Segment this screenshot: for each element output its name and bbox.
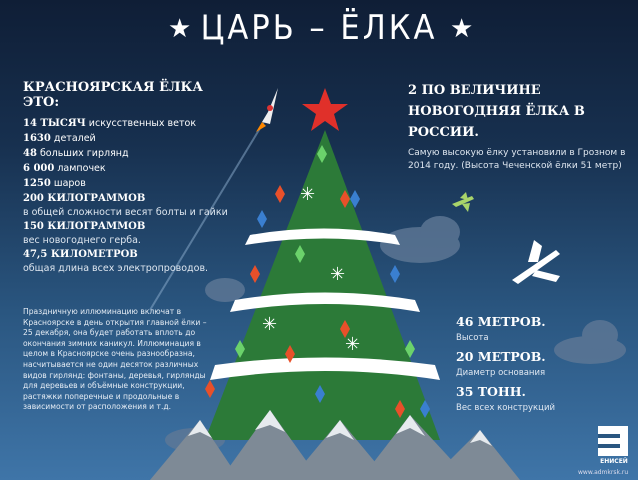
stat-weight: 35 ТОНН. Вес всех конструкций bbox=[456, 384, 555, 413]
facts-section: КРАСНОЯРСКАЯ ЁЛКА ЭТО: 14 ТЫСЯЧ искусств… bbox=[23, 80, 243, 275]
ranking-heading-line1: 2 ПО ВЕЛИЧИНЕ bbox=[408, 83, 541, 98]
rocket-trail bbox=[149, 119, 266, 311]
facts-heading: КРАСНОЯРСКАЯ ЁЛКА ЭТО: bbox=[23, 80, 203, 110]
illumination-note: Праздничную иллюминацию включат в Красно… bbox=[23, 307, 207, 412]
svg-text:✳: ✳ bbox=[345, 334, 360, 355]
fact-item: 14 ТЫСЯЧ искусственных веток bbox=[23, 118, 197, 129]
site-link[interactable]: www.admkrsk.ru bbox=[578, 469, 629, 476]
svg-text:✳: ✳ bbox=[330, 264, 345, 285]
yenisei-logo bbox=[598, 426, 628, 456]
logo-name: ЕНИСЕЙ bbox=[600, 458, 628, 465]
page-title: ЦАРЬ – ЁЛКА bbox=[200, 8, 438, 48]
svg-text:✳: ✳ bbox=[300, 184, 315, 205]
star-icon: ★ bbox=[168, 14, 192, 44]
fact-item: 1630 деталей bbox=[23, 133, 96, 144]
ranking-text: Самую высокую ёлку установили в Грозном … bbox=[408, 148, 626, 171]
airplane-icon bbox=[512, 240, 560, 284]
stats-section: 46 МЕТРОВ. Высота 20 МЕТРОВ. Диаметр основ… bbox=[456, 314, 555, 419]
svg-text:✳: ✳ bbox=[262, 314, 277, 335]
fact-item: 1250 шаров bbox=[23, 178, 86, 189]
mountain-snow bbox=[188, 410, 492, 446]
fact-item: 200 КИЛОГРАММОВ в общей сложности весят б… bbox=[23, 193, 228, 218]
fact-item: 47,5 КИЛОМЕТРОВ общая длина всех электроп… bbox=[23, 249, 209, 274]
fact-item: 48 больших гирлянд bbox=[23, 148, 129, 159]
tree: ✳ ✳ ✳ ✳ bbox=[205, 130, 440, 440]
stat-height: 46 МЕТРОВ. Высота bbox=[456, 314, 546, 343]
star-icon: ★ bbox=[450, 14, 474, 44]
ranking-heading-line2: НОВОГОДНЯЯ ЁЛКА В РОССИИ. bbox=[408, 104, 585, 140]
star-topper-icon bbox=[302, 88, 348, 131]
ranking-section: 2 ПО ВЕЛИЧИНЕ НОВОГОДНЯЯ ЁЛКА В РОССИИ. С… bbox=[408, 80, 633, 173]
rocket-icon bbox=[256, 88, 278, 132]
fact-item: 6 000 лампочек bbox=[23, 163, 106, 174]
mountains bbox=[150, 410, 520, 480]
stat-diameter: 20 МЕТРОВ. Диаметр основания bbox=[456, 349, 546, 378]
fact-item: 150 КИЛОГРАММОВ вес новогоднего герба. bbox=[23, 221, 146, 246]
small-plane-icon bbox=[452, 192, 474, 212]
